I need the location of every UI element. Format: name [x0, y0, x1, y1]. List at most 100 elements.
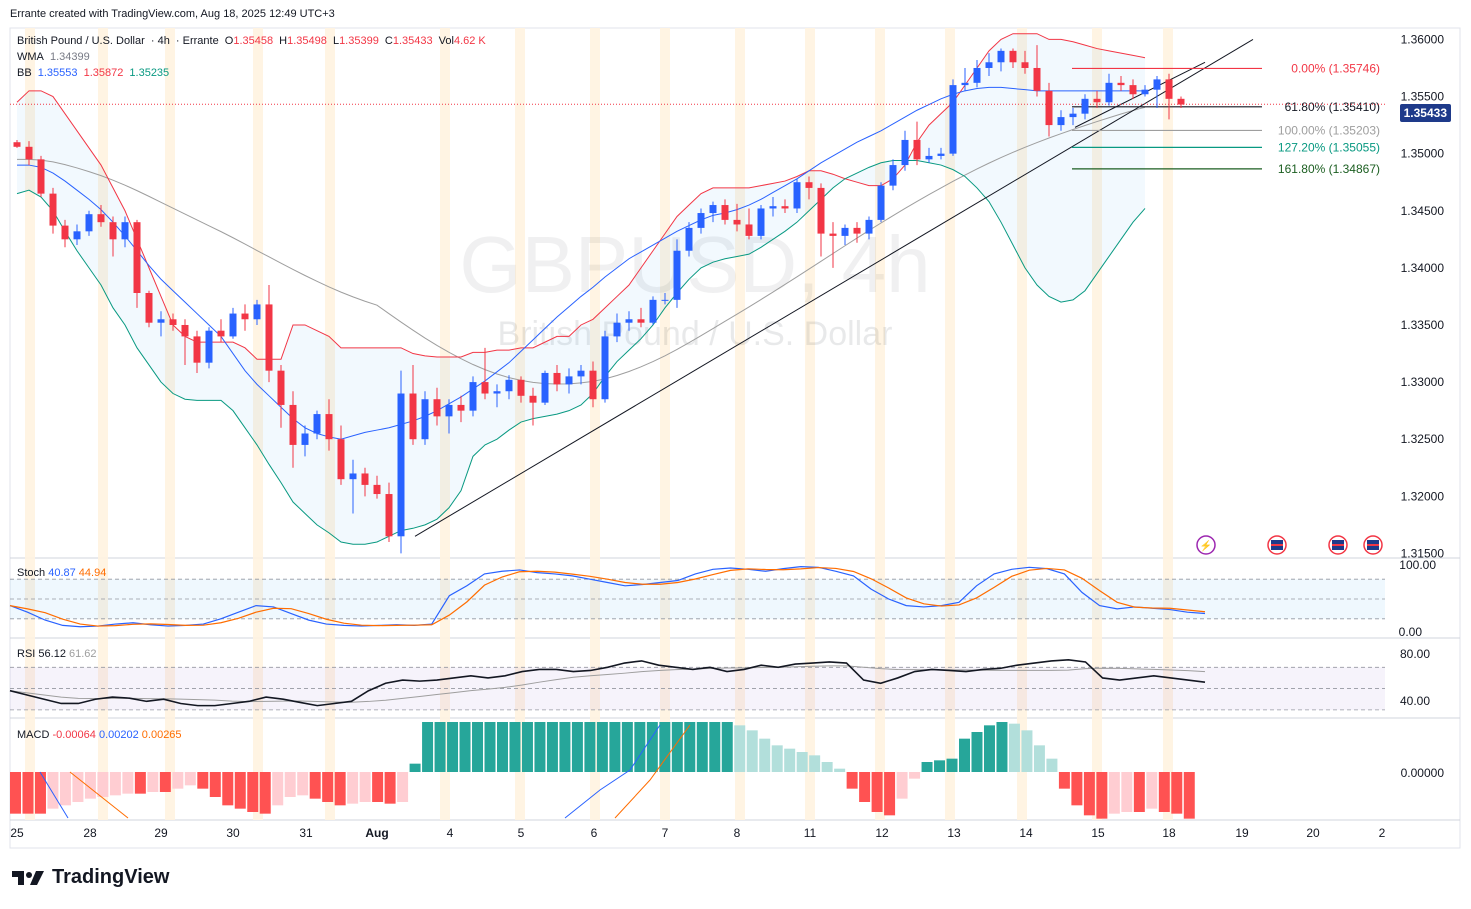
candle-body	[1081, 98, 1089, 114]
macd-histogram-bar	[859, 772, 871, 802]
volume-value: 4.62 K	[453, 35, 486, 47]
macd-histogram-bar	[34, 772, 46, 814]
macd-histogram-bar	[759, 738, 771, 772]
candle-body	[37, 159, 45, 194]
candle-body	[793, 182, 801, 209]
macd-histogram-bar	[472, 722, 484, 772]
macd-histogram-bar	[571, 722, 583, 772]
session-stripe	[1163, 28, 1173, 820]
fib-level-label: 100.00% (1.35203)	[1278, 123, 1380, 137]
candle-body	[277, 370, 285, 405]
macd-histogram-bar	[1171, 772, 1183, 814]
macd-histogram-bar	[397, 772, 409, 802]
price-tick-label: 1.36000	[1401, 32, 1445, 46]
macd-histogram-bar	[10, 772, 21, 814]
macd-line-value: 0.00202	[98, 729, 139, 741]
time-tick-label: Aug	[365, 826, 388, 840]
macd-histogram-bar	[297, 772, 309, 796]
stoch-d-line	[9, 566, 1206, 627]
macd-histogram-bar	[447, 722, 459, 772]
candle-body	[433, 399, 441, 417]
candle-body	[397, 393, 405, 537]
macd-histogram-bar	[122, 772, 134, 794]
candle-body	[1177, 98, 1185, 105]
rsi-value: 56.12	[38, 648, 66, 660]
candle-body	[25, 146, 33, 160]
time-tick-label: 30	[226, 826, 240, 840]
macd-histogram-bar	[197, 772, 209, 789]
session-stripe	[875, 28, 885, 820]
candle-body	[1093, 98, 1101, 103]
wma-label: WMA	[17, 51, 44, 63]
macd-histogram-bar	[909, 772, 921, 779]
candle-body	[877, 185, 885, 220]
session-stripe	[660, 28, 670, 820]
candle-body	[73, 231, 81, 240]
candle-body	[97, 214, 105, 223]
price-tick-label: 1.33500	[1401, 318, 1445, 332]
rsi-line	[9, 659, 1206, 707]
macd-histogram-bar	[634, 722, 646, 772]
candle-body	[997, 50, 1005, 63]
time-tick-label: 8	[734, 826, 741, 840]
price-tick-label: 1.33000	[1401, 375, 1445, 389]
candle-body	[493, 391, 501, 394]
macd-histogram-bar	[509, 722, 521, 772]
time-tick-label: 2	[1379, 826, 1386, 840]
bb-lower-line	[16, 160, 1146, 545]
candle-body	[829, 233, 837, 236]
candle-body	[1165, 79, 1173, 99]
macd-histogram-bar	[222, 772, 234, 806]
candle-body	[565, 376, 573, 385]
candle-body	[1045, 90, 1053, 126]
volume-label: Vol	[438, 35, 454, 47]
session-stripe	[1017, 28, 1027, 820]
candle-body	[13, 142, 21, 147]
candle-body	[889, 165, 897, 186]
bb-lower-value: 1.35235	[129, 67, 170, 79]
macd-histogram-bar	[884, 772, 896, 816]
macd-histogram-bar	[384, 772, 396, 804]
candle-body	[685, 227, 693, 251]
macd-hist-value: -0.00064	[52, 729, 96, 741]
candle-body	[469, 382, 477, 411]
flag-event-icon	[1363, 535, 1383, 555]
wma-legend: WMA 1.34399	[17, 51, 93, 63]
bb-legend: BB 1.35553 1.35872 1.35235	[17, 67, 172, 79]
tradingview-brand[interactable]: TradingView	[12, 866, 169, 889]
time-tick-label: 18	[1162, 826, 1176, 840]
macd-histogram-bar	[372, 772, 384, 802]
candle-body	[145, 293, 153, 323]
candle-body	[157, 319, 165, 323]
macd-histogram-bar	[659, 722, 671, 772]
candle-body	[697, 213, 705, 228]
created-by-note: Errante created with TradingView.com, Au…	[10, 8, 335, 20]
macd-histogram-bar	[134, 772, 146, 794]
broker-label: Errante	[182, 35, 219, 47]
candle-body	[349, 473, 357, 480]
candle-body	[205, 330, 213, 363]
macd-histogram-bar	[921, 762, 933, 772]
candle-body	[481, 382, 489, 394]
candle-body	[841, 227, 849, 236]
fib-level-label: 161.80% (1.34867)	[1278, 162, 1380, 176]
candle-body	[517, 379, 525, 396]
session-stripe	[1092, 28, 1102, 820]
candle-body	[925, 155, 933, 160]
stoch-tick-label: 0.00	[1399, 625, 1423, 639]
macd-histogram-bar	[1083, 772, 1095, 816]
candle-body	[1021, 62, 1029, 68]
candle-body	[85, 214, 93, 232]
candle-body	[169, 319, 177, 325]
candle-body	[1141, 89, 1149, 95]
macd-histogram-bar	[272, 772, 284, 806]
candle-body	[445, 404, 453, 417]
open-label: O	[224, 35, 234, 47]
macd-histogram-bar	[746, 730, 758, 772]
candle-body	[985, 62, 993, 68]
macd-signal-line	[69, 771, 129, 819]
macd-histogram-bar	[696, 722, 708, 772]
macd-histogram-bar	[234, 772, 246, 809]
macd-signal-value: 0.00265	[141, 729, 182, 741]
